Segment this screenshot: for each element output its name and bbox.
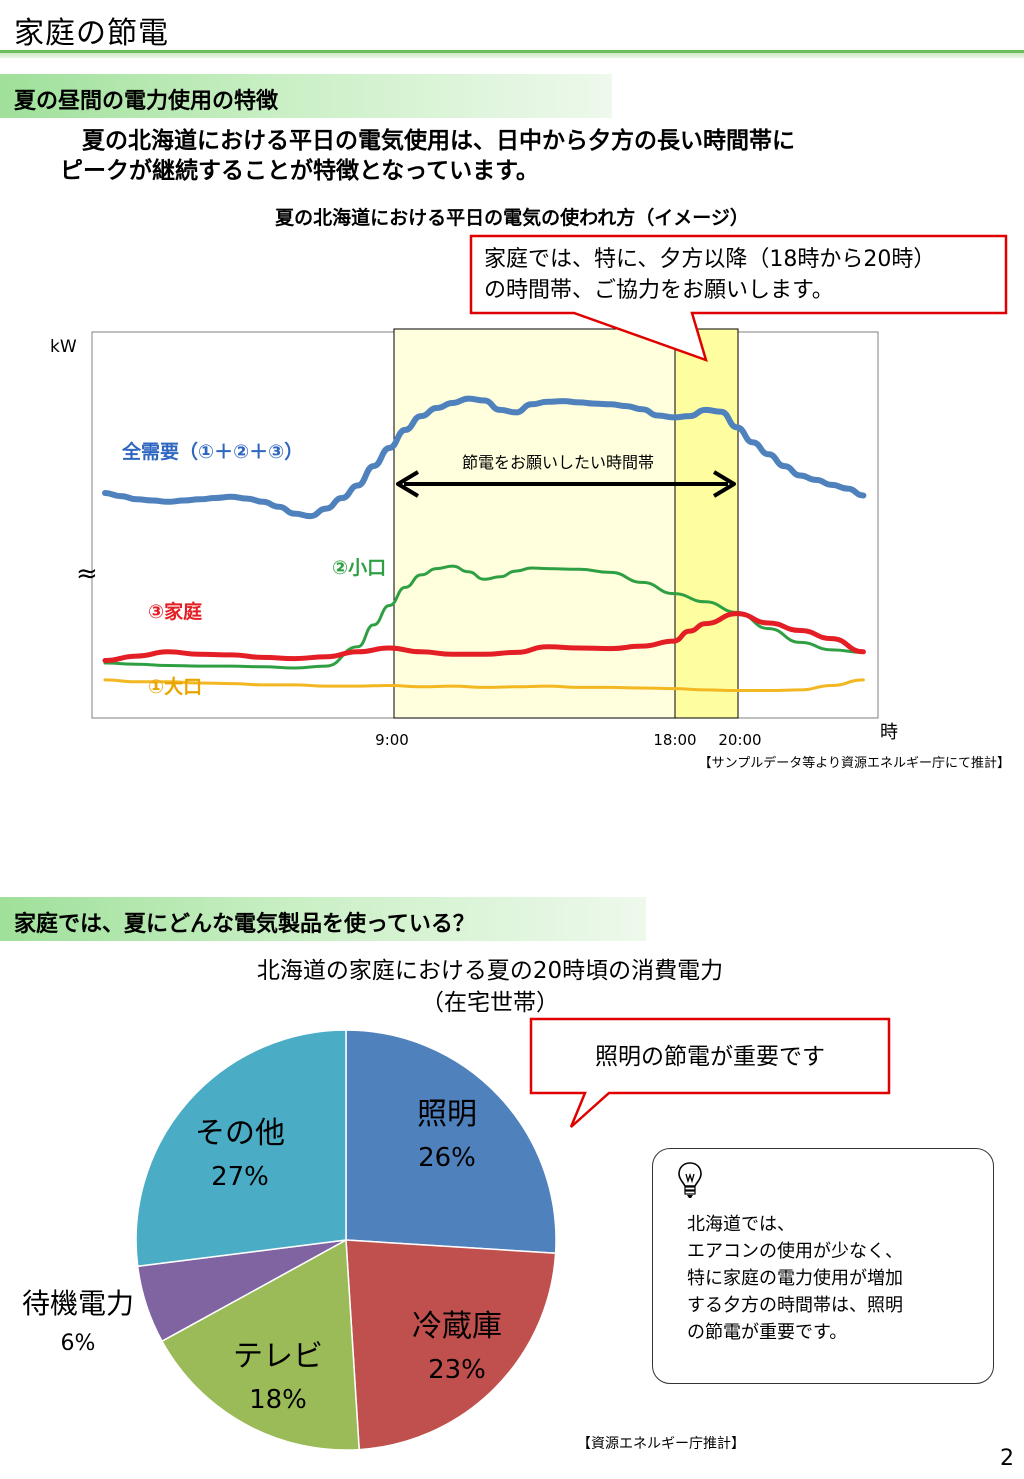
intro-line-1: 夏の北海道における平日の電気使用は、日中から夕方の長い時間帯に	[82, 128, 795, 154]
series-label-large: ①大口	[148, 675, 202, 698]
highlight-band-18-20	[674, 328, 739, 719]
x-tick-18: 18:00	[653, 731, 696, 749]
pie-callout-box	[529, 1017, 891, 1128]
consumption-pie-chart: 照明 26% 冷蔵庫 23% テレビ 18% 待機電力 6% その他 27% 照…	[22, 1017, 891, 1451]
pie-callout-text: 照明の節電が重要です	[595, 1044, 825, 1070]
line-chart-caption: 夏の北海道における平日の電気の使われ方（イメージ）	[275, 207, 749, 229]
page-number: 2	[1000, 1446, 1014, 1471]
lightbulb-icon	[678, 1162, 702, 1198]
pie-label-tv: テレビ	[233, 1339, 323, 1374]
pie-title-line-2: （在宅世帯）	[421, 990, 559, 1016]
pie-source-note: 【資源エネルギー庁推計】	[577, 1436, 745, 1452]
note-text: 北海道では、 エアコンの使用が少なく、 特に家庭の電力使用が増加 する夕方の時間…	[687, 1214, 903, 1343]
page-title: 家庭の節電	[14, 16, 169, 51]
pie-slice-other	[135, 1029, 347, 1268]
y-axis-label: kW	[50, 337, 77, 357]
pie-slice-tv	[160, 1238, 360, 1451]
intro-line-2: ピークが継続することが特徴となっています。	[60, 158, 539, 184]
section-heading-1: 夏の昼間の電力使用の特徴	[0, 74, 612, 118]
chart-source-note: 【サンプルデータ等より資源エネルギー庁にて推計】	[698, 756, 1010, 771]
chart-callout-line-2: の時間帯、ご協力をお願いします。	[484, 278, 834, 303]
title-rule	[0, 50, 1024, 58]
range-arrow-label: 節電をお願いしたい時間帯	[462, 453, 654, 472]
series-line-small	[103, 564, 865, 670]
pie-slices	[135, 1029, 557, 1451]
section-heading-2-text: 家庭では、夏にどんな電気製品を使っている？	[14, 912, 475, 937]
chart-callout-line-1: 家庭では、特に、夕方以降（18時から20時）	[484, 247, 935, 272]
pie-value-fridge: 23%	[428, 1355, 486, 1385]
pie-title-line-1: 北海道の家庭における夏の20時頃の消費電力	[256, 958, 724, 984]
pie-slice-lighting	[345, 1029, 557, 1254]
series-label-total: 全需要（①＋②＋③）	[121, 440, 303, 463]
pie-value-lighting: 26%	[418, 1143, 476, 1173]
x-axis-label: 時	[880, 722, 898, 743]
intro-paragraph: 夏の北海道における平日の電気使用は、日中から夕方の長い時間帯に ピークが継続する…	[60, 126, 940, 186]
x-tick-20: 20:00	[718, 731, 761, 749]
pie-label-other: その他	[195, 1116, 285, 1151]
series-label-small: ②小口	[332, 557, 386, 579]
pie-slice-fridge	[345, 1239, 557, 1451]
chart-callout-box	[469, 234, 1008, 363]
section-heading-2: 家庭では、夏にどんな電気製品を使っている？	[0, 897, 646, 941]
axis-break-symbol: ≈	[76, 559, 98, 589]
pie-label-fridge: 冷蔵庫	[412, 1309, 502, 1344]
series-line-household	[102, 611, 866, 663]
series-layer	[102, 395, 867, 692]
series-label-household: ③家庭	[148, 600, 202, 623]
note-box: 北海道では、 エアコンの使用が少なく、 特に家庭の電力使用が増加 する夕方の時間…	[652, 1148, 994, 1384]
x-tick-9: 9:00	[375, 731, 409, 749]
range-arrow-left-head	[396, 470, 420, 498]
section-heading-1-text: 夏の昼間の電力使用の特徴	[14, 89, 279, 114]
series-line-large	[103, 678, 865, 692]
pie-value-other: 27%	[211, 1162, 269, 1192]
demand-line-chart: 節電をお願いしたい時間帯 kW 時 9:00 18:00 20:00 ≈ 全需要…	[50, 234, 1008, 749]
pie-label-standby: 待機電力	[22, 1287, 134, 1320]
pie-chart-title: 北海道の家庭における夏の20時頃の消費電力 （在宅世帯）	[0, 955, 980, 1019]
pie-label-lighting: 照明	[417, 1097, 477, 1132]
pie-value-tv: 18%	[249, 1385, 307, 1415]
pie-value-standby: 6%	[61, 1331, 96, 1356]
range-arrow-right-head	[712, 470, 736, 498]
series-line-total	[102, 395, 867, 520]
